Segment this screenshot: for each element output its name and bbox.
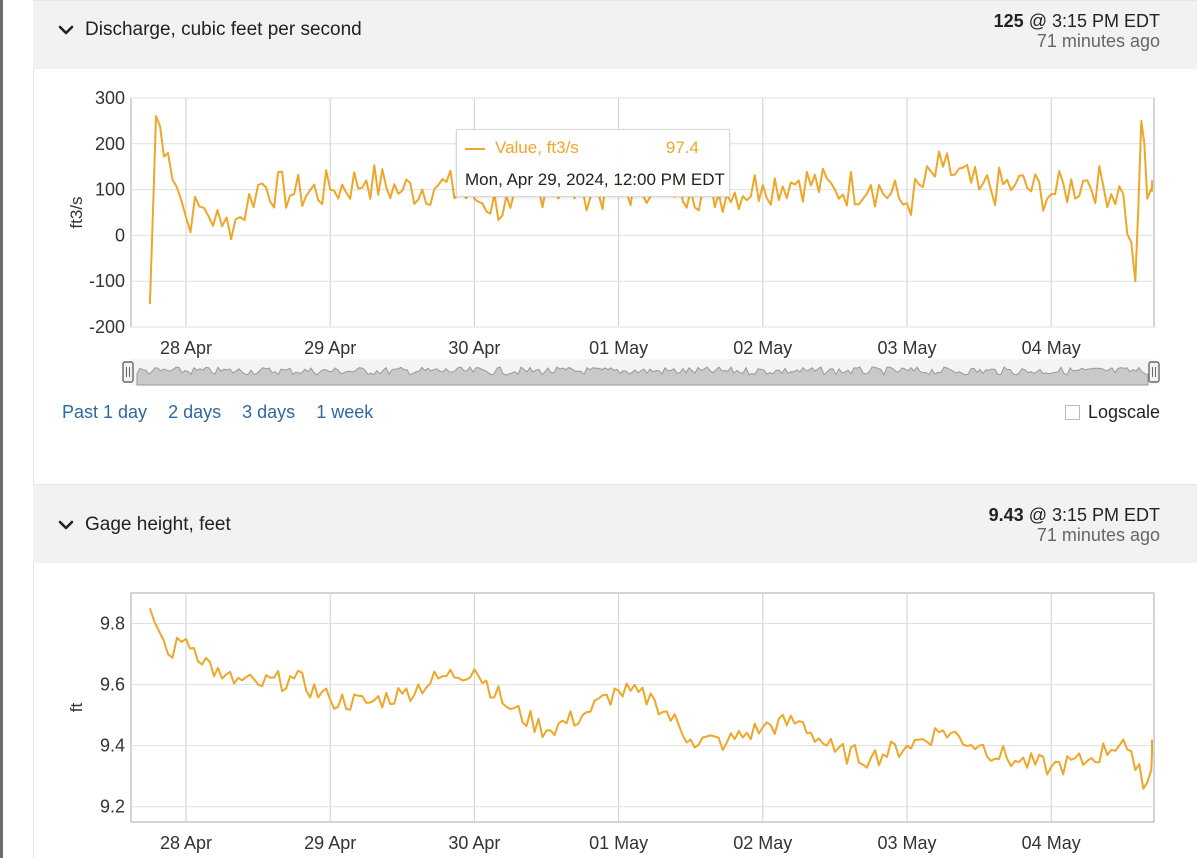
discharge-latest-time: @ 3:15 PM EDT bbox=[1028, 11, 1160, 31]
y-tick-label: 100 bbox=[95, 180, 125, 200]
x-tick-label: 01 May bbox=[589, 338, 648, 358]
range-navigator bbox=[122, 359, 1160, 386]
y-tick-label: 9.4 bbox=[100, 736, 125, 756]
x-tick-label: 29 Apr bbox=[304, 338, 356, 358]
logscale-label: Logscale bbox=[1087, 402, 1160, 422]
x-tick-label: 04 May bbox=[1022, 833, 1081, 853]
gage-latest: 9.43 @ 3:15 PM EDT 71 minutes ago bbox=[989, 505, 1160, 545]
x-tick-label: 03 May bbox=[877, 338, 936, 358]
tooltip-date: Mon, Apr 29, 2024, 12:00 PM EDT bbox=[465, 170, 725, 189]
y-axis-label: ft bbox=[67, 703, 86, 713]
y-tick-label: 0 bbox=[115, 225, 125, 245]
discharge-latest-value: 125 bbox=[993, 11, 1024, 31]
x-tick-label: 28 Apr bbox=[160, 833, 212, 853]
x-tick-label: 29 Apr bbox=[304, 833, 356, 853]
chart-tooltip: Value, ft3/s 97.4 Mon, Apr 29, 2024, 12:… bbox=[456, 129, 730, 197]
discharge-latest-ago: 71 minutes ago bbox=[1036, 31, 1160, 51]
y-tick-label: -100 bbox=[89, 271, 125, 291]
handle-body bbox=[1148, 361, 1160, 383]
discharge-chart[interactable]: 28 Apr 29 Apr 30 Apr 01 May 02 May 03 May 04 M… bbox=[0, 88, 1197, 483]
gage-latest-ago: 71 minutes ago bbox=[1036, 525, 1160, 545]
x-tick-label: 01 May bbox=[589, 833, 648, 853]
y-tick-label: 9.2 bbox=[100, 797, 125, 817]
y-tick-label: -200 bbox=[89, 317, 125, 337]
x-tick-label: 28 Apr bbox=[160, 338, 212, 358]
left-rail bbox=[0, 0, 3, 858]
range-past-1-day[interactable]: Past 1 day bbox=[62, 402, 148, 422]
drag-handle-icon[interactable] bbox=[1148, 361, 1160, 383]
y-tick-label: 300 bbox=[95, 88, 125, 108]
x-tick-label: 02 May bbox=[733, 833, 792, 853]
handle-body bbox=[122, 361, 134, 383]
gage-latest-value: 9.43 bbox=[988, 505, 1024, 525]
discharge-panel-header[interactable]: Discharge, cubic feet per second 125 @ 3… bbox=[33, 0, 1197, 70]
x-tick-label: 04 May bbox=[1022, 338, 1081, 358]
y-tick-label: 9.8 bbox=[100, 614, 125, 634]
x-tick-label: 30 Apr bbox=[448, 833, 500, 853]
tooltip-series-name: Value, ft3/s bbox=[495, 138, 579, 157]
navigator-area bbox=[136, 366, 1149, 386]
plot-area bbox=[130, 592, 1155, 823]
logscale-checkbox[interactable] bbox=[1064, 405, 1080, 420]
y-tick-label: 200 bbox=[95, 134, 125, 154]
x-tick-label: 03 May bbox=[877, 833, 936, 853]
discharge-latest: 125 @ 3:15 PM EDT 71 minutes ago bbox=[994, 11, 1160, 51]
chevron-down-icon[interactable] bbox=[57, 516, 75, 534]
range-1-week[interactable]: 1 week bbox=[316, 402, 374, 422]
tooltip-series-swatch bbox=[465, 148, 485, 150]
logscale-toggle[interactable]: Logscale bbox=[1064, 402, 1160, 423]
series-line bbox=[148, 607, 1153, 790]
tooltip-value: 97.4 bbox=[665, 138, 699, 157]
gage-panel-header[interactable]: Gage height, feet 9.43 @ 3:15 PM EDT 71 … bbox=[33, 484, 1197, 564]
range-3-days[interactable]: 3 days bbox=[242, 402, 296, 422]
y-axis-label: ft3/s bbox=[67, 196, 86, 228]
chevron-down-icon[interactable] bbox=[57, 21, 75, 39]
discharge-title: Discharge, cubic feet per second bbox=[85, 19, 362, 40]
y-tick-label: 9.6 bbox=[100, 675, 125, 695]
x-tick-label: 30 Apr bbox=[448, 338, 500, 358]
x-tick-label: 02 May bbox=[733, 338, 792, 358]
range-2-days[interactable]: 2 days bbox=[168, 402, 222, 422]
range-selector: Past 1 day 2 days 3 days 1 week bbox=[62, 402, 389, 423]
drag-handle-icon[interactable] bbox=[122, 361, 134, 383]
gage-chart[interactable]: 28 Apr 29 Apr 30 Apr 01 May 02 May 03 May 04 M… bbox=[0, 578, 1197, 858]
gage-latest-time: @ 3:15 PM EDT bbox=[1028, 505, 1160, 525]
gage-title: Gage height, feet bbox=[85, 514, 231, 535]
